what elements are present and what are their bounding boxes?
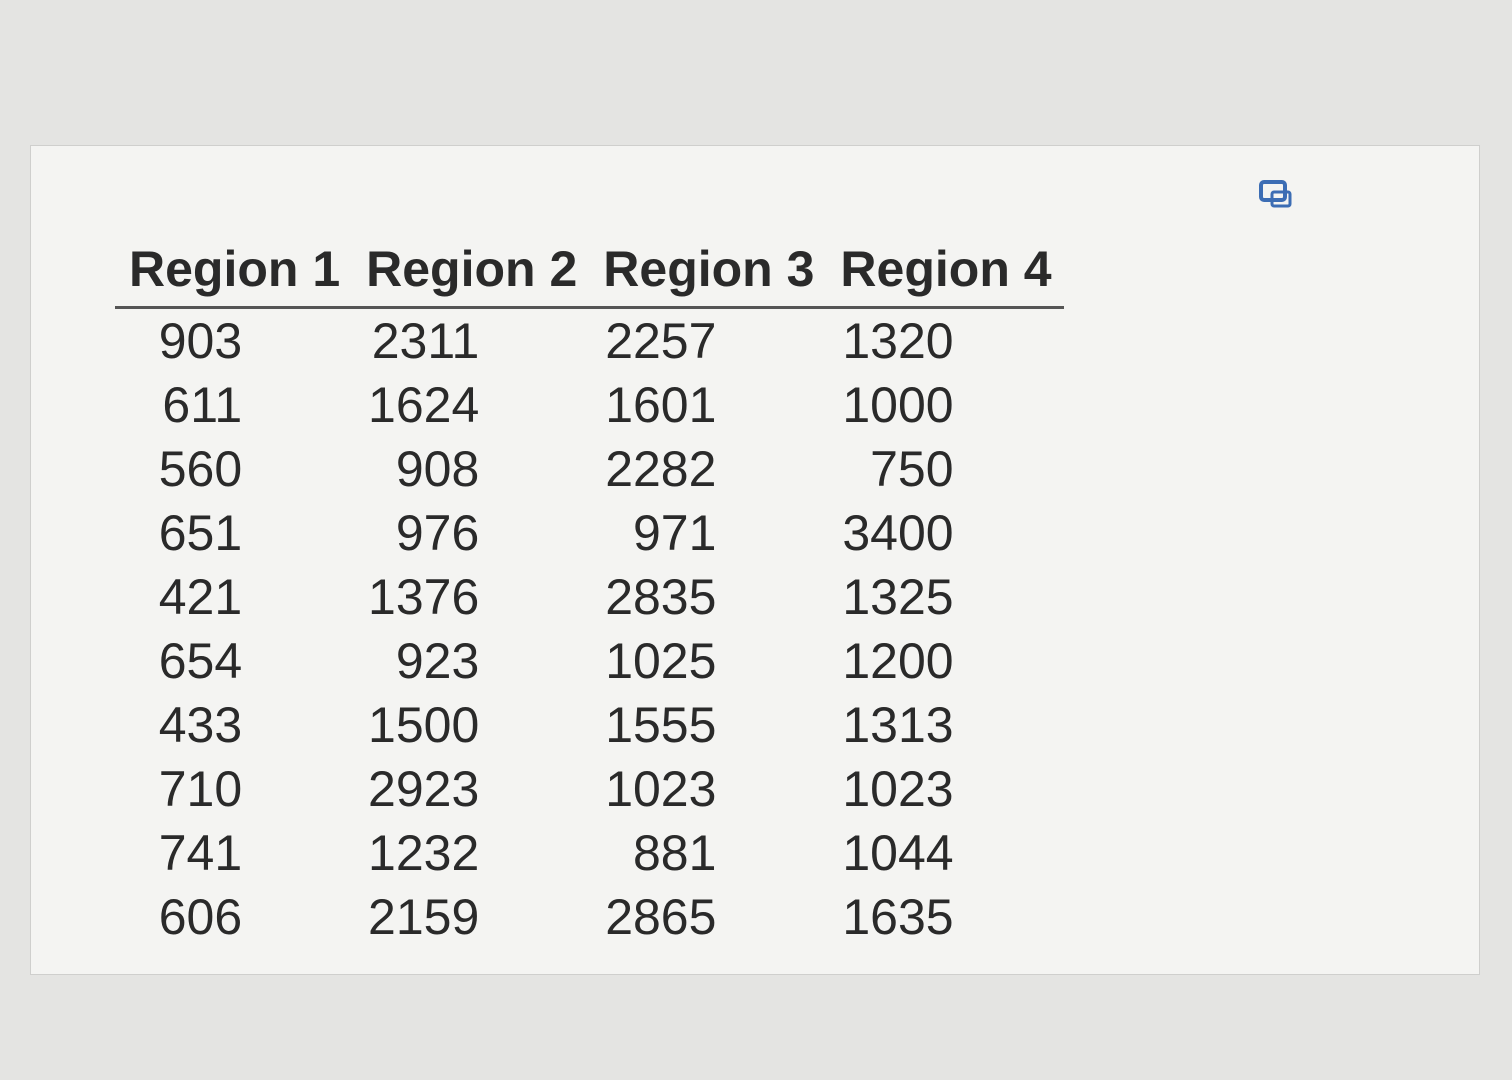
cell: 741 (158, 825, 243, 881)
cell: 903 (158, 313, 243, 369)
table-row: 421 1376 2835 1325 (115, 565, 1064, 629)
cell: 1200 (842, 633, 954, 689)
cell: 976 (395, 505, 480, 561)
table-body: 903 2311 2257 1320 611 1624 1601 1000 560 908 2282… (115, 308, 1064, 950)
cell: 1376 (368, 569, 480, 625)
cell: 750 (870, 441, 954, 497)
cell: 971 (632, 505, 717, 561)
cell: 1000 (842, 377, 954, 433)
cell: 1023 (605, 761, 717, 817)
cell: 2865 (605, 889, 717, 945)
cell: 421 (158, 569, 243, 625)
column-header: Region 3 (589, 240, 827, 309)
cell: 560 (158, 441, 243, 497)
cell: 651 (158, 505, 243, 561)
expand-icon[interactable] (1258, 178, 1292, 212)
cell: 2159 (368, 889, 480, 945)
cell: 923 (395, 633, 480, 689)
cell: 1325 (842, 569, 954, 625)
cell: 1635 (842, 889, 954, 945)
cell: 2923 (368, 761, 480, 817)
cell: 1555 (605, 697, 717, 753)
cell: 1320 (842, 313, 954, 369)
cell: 3400 (842, 505, 954, 561)
cell: 1624 (368, 377, 480, 433)
cell: 606 (158, 889, 243, 945)
cell: 433 (158, 697, 243, 753)
cell: 908 (395, 441, 480, 497)
column-header: Region 2 (352, 240, 590, 309)
table-row: 433 1500 1555 1313 (115, 693, 1064, 757)
cell: 881 (632, 825, 717, 881)
table-row: 611 1624 1601 1000 (115, 373, 1064, 437)
table-row: 606 2159 2865 1635 (115, 885, 1064, 949)
cell: 2257 (605, 313, 717, 369)
cell: 611 (162, 377, 243, 433)
cell: 2835 (605, 569, 717, 625)
table-row: 654 923 1025 1200 (115, 629, 1064, 693)
table-row: 560 908 2282 750 (115, 437, 1064, 501)
table-row: 741 1232 881 1044 (115, 821, 1064, 885)
cell: 1232 (368, 825, 480, 881)
cell: 2311 (371, 313, 480, 369)
table-row: 710 2923 1023 1023 (115, 757, 1064, 821)
cell: 1313 (842, 697, 954, 753)
cell: 1601 (605, 377, 717, 433)
table-row: 651 976 971 3400 (115, 501, 1064, 565)
table-row: 903 2311 2257 1320 (115, 308, 1064, 374)
cell: 1023 (842, 761, 954, 817)
cell: 1044 (842, 825, 954, 881)
column-header: Region 1 (115, 240, 353, 309)
column-header: Region 4 (826, 240, 1064, 309)
cell: 1500 (368, 697, 480, 753)
cell: 654 (158, 633, 243, 689)
cell: 2282 (605, 441, 717, 497)
header-row: Region 1 Region 2 Region 3 Region 4 (115, 240, 1064, 309)
cell: 710 (158, 761, 243, 817)
data-table: Region 1 Region 2 Region 3 Region 4 903 2311… (115, 240, 1064, 949)
cell: 1025 (605, 633, 717, 689)
